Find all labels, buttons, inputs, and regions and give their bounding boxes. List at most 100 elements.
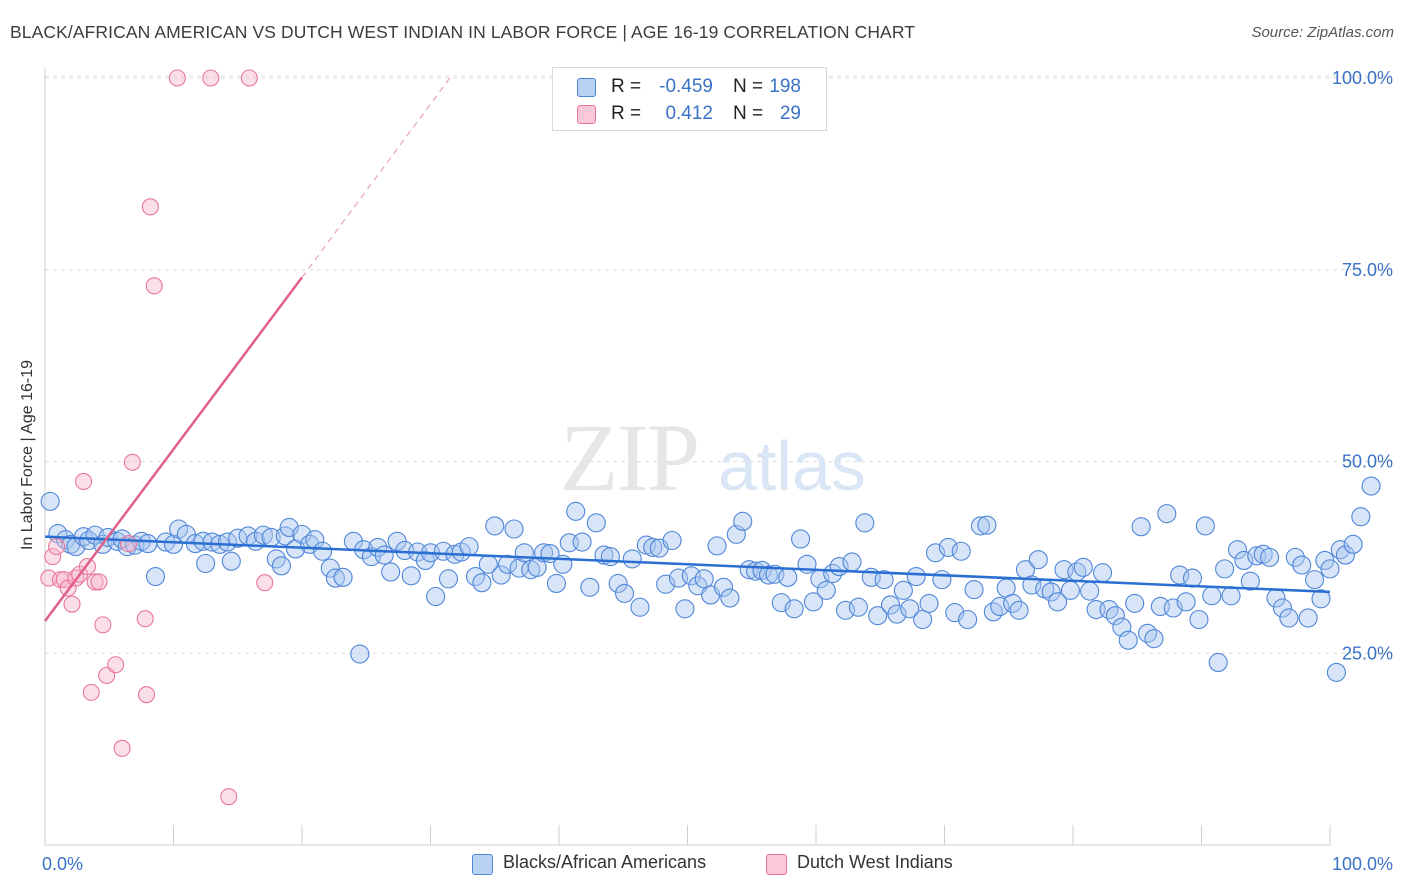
data-point-blacks — [868, 606, 888, 626]
data-point-blacks — [459, 537, 479, 557]
data-point-blacks — [1105, 606, 1125, 626]
data-point-blacks — [733, 511, 753, 531]
data-point-dutch — [123, 453, 141, 471]
data-point-dutch — [63, 595, 81, 613]
data-point-blacks — [333, 567, 353, 587]
data-point-blacks — [1125, 593, 1145, 613]
data-point-blacks — [1189, 609, 1209, 630]
data-point-blacks — [925, 543, 946, 563]
data-point-blacks — [79, 530, 99, 551]
data-point-blacks — [498, 554, 518, 574]
r-label: R = — [611, 76, 642, 97]
data-point-blacks — [803, 592, 823, 612]
trend-line-dutch-extension — [301, 77, 451, 278]
data-point-blacks — [1330, 540, 1350, 560]
data-point-dutch — [44, 548, 62, 566]
data-point-blacks — [1215, 559, 1235, 579]
data-point-blacks — [720, 588, 740, 608]
data-point-dutch — [107, 656, 125, 674]
series-blacks-points — [40, 476, 1381, 682]
data-point-blacks — [707, 536, 727, 556]
data-point-blacks — [938, 537, 958, 557]
y-tick-label: 50.0% — [1342, 452, 1393, 472]
data-point-blacks — [1234, 550, 1254, 570]
stats-row-blacks: R = -0.459 N = 198 — [553, 73, 826, 101]
data-point-blacks — [622, 549, 642, 569]
data-point-blacks — [586, 513, 606, 533]
data-point-blacks — [1305, 570, 1325, 590]
data-point-blacks — [325, 568, 345, 588]
watermark: ZIP atlas — [560, 404, 866, 511]
data-point-blacks — [217, 532, 238, 552]
data-point-blacks — [1208, 652, 1228, 673]
data-point-blacks — [1292, 555, 1312, 575]
data-point-blacks — [958, 609, 978, 630]
data-point-blacks — [1041, 582, 1061, 602]
y-axis-label: In Labor Force | Age 16-19 — [19, 359, 36, 551]
blue-swatch-icon — [472, 854, 493, 875]
pink-swatch-icon — [577, 105, 596, 124]
data-point-blacks — [1202, 586, 1222, 606]
legend-label: Dutch West Indians — [797, 852, 953, 872]
data-point-dutch — [48, 538, 66, 556]
data-point-blacks — [426, 586, 446, 607]
data-point-dutch — [75, 472, 93, 490]
data-point-blacks — [381, 562, 401, 582]
data-point-blacks — [778, 567, 798, 587]
data-point-blacks — [977, 515, 997, 535]
r-value: 0.412 — [665, 103, 713, 124]
data-point-blacks — [138, 534, 158, 554]
data-point-blacks — [713, 577, 734, 597]
watermark-atlas: atlas — [718, 427, 866, 505]
data-point-blacks — [1195, 516, 1215, 536]
data-point-blacks — [1060, 580, 1080, 600]
data-point-blacks — [491, 565, 511, 585]
data-point-dutch — [119, 535, 138, 553]
data-point-blacks — [1028, 550, 1048, 570]
data-point-blacks — [784, 599, 804, 619]
data-point-blacks — [374, 545, 394, 565]
data-point-blacks — [1048, 592, 1068, 612]
data-point-blacks — [913, 609, 933, 630]
data-point-blacks — [758, 565, 779, 585]
series-dutch-points — [40, 69, 274, 806]
data-point-blacks — [1326, 662, 1346, 682]
axes-layer — [44, 68, 1331, 846]
data-point-blacks — [40, 491, 60, 511]
data-point-blacks — [893, 580, 913, 600]
data-point-blacks — [1272, 598, 1293, 618]
data-point-blacks — [196, 553, 216, 574]
data-point-blacks — [1320, 559, 1340, 579]
data-point-blacks — [1361, 476, 1381, 496]
y-tick-label: 25.0% — [1342, 643, 1393, 663]
data-point-blacks — [1279, 608, 1299, 628]
data-point-blacks — [675, 599, 695, 619]
data-point-blacks — [1351, 507, 1371, 527]
data-point-blacks — [887, 604, 907, 624]
data-point-blacks — [1131, 517, 1151, 537]
data-point-dutch — [141, 198, 159, 216]
r-value: -0.459 — [659, 76, 713, 97]
data-point-blacks — [163, 534, 184, 554]
data-point-blacks — [546, 573, 566, 594]
data-point-blacks — [608, 573, 628, 594]
data-point-blacks — [145, 566, 166, 587]
trend-line-blacks — [44, 535, 1331, 594]
data-point-blacks — [350, 644, 370, 664]
data-point-blacks — [791, 529, 811, 549]
pink-swatch-icon — [766, 854, 787, 875]
data-point-blacks — [1311, 589, 1331, 609]
n-value: 198 — [769, 76, 801, 97]
trend-line-dutch — [43, 276, 304, 622]
data-point-dutch — [240, 69, 258, 87]
tick-labels: 25.0% 50.0% 75.0% 100.0% 0.0% 100.0% — [42, 68, 1393, 874]
data-point-dutch — [86, 573, 104, 591]
data-point-blacks — [401, 566, 421, 586]
data-point-blacks — [313, 541, 333, 561]
data-point-blacks — [566, 501, 586, 521]
data-point-blacks — [1260, 547, 1280, 567]
data-point-dutch — [145, 277, 163, 295]
data-point-blacks — [932, 570, 952, 590]
blue-swatch-icon — [577, 78, 596, 97]
data-point-blacks — [694, 569, 714, 589]
